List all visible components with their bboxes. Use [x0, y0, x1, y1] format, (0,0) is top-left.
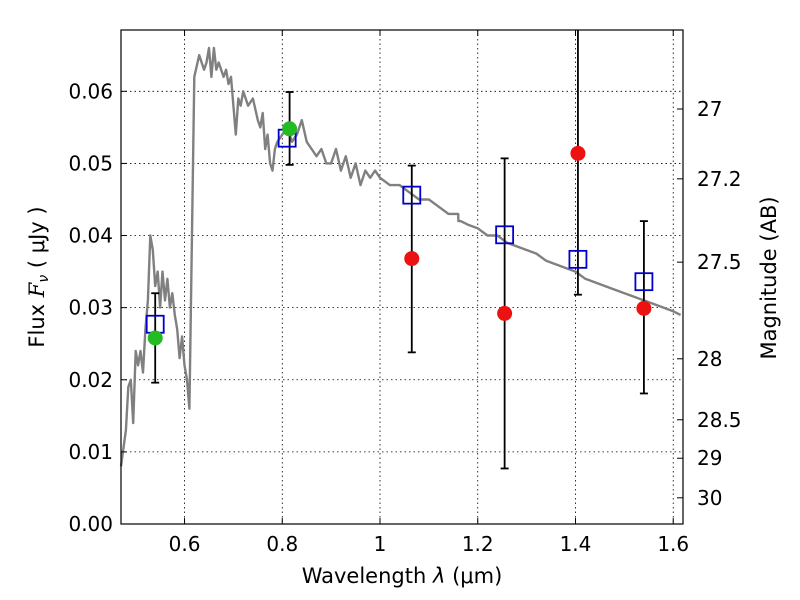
model-photometry-square — [402, 185, 422, 205]
x-axis-label: Wavelength λ (μm) — [302, 564, 503, 588]
y-tick-label: 0.06 — [68, 79, 113, 103]
y-tick-label: 0.00 — [68, 512, 113, 536]
model-photometry-square — [634, 272, 654, 292]
y2-tick-label: 29 — [697, 446, 722, 470]
non-detection-point — [497, 305, 513, 321]
x-tick-label: 1 — [374, 532, 387, 556]
non-detection-point — [570, 145, 586, 161]
y2-tick-label: 30 — [697, 486, 722, 510]
y2-tick-label: 27.5 — [697, 250, 742, 274]
detection-point — [282, 121, 298, 137]
spectrum-line — [119, 46, 682, 467]
x-tick-label: 0.8 — [266, 532, 298, 556]
y-tick-label: 0.04 — [68, 224, 113, 248]
y2-tick-label: 27.2 — [697, 167, 742, 191]
y2-tick-label: 28 — [697, 347, 722, 371]
detection-point — [147, 330, 163, 346]
y-tick-label: 0.03 — [68, 296, 113, 320]
x-tick-label: 0.6 — [169, 532, 201, 556]
axes: 0.6 0.8 1 1.2 1.4 1.6 0.00 0.01 0.02 0.03 0.04 0.05… — [68, 30, 742, 556]
y2-tick-label: 28.5 — [697, 408, 742, 432]
x-tick-label: 1.2 — [462, 532, 494, 556]
y-tick-label: 0.02 — [68, 368, 113, 392]
y-axis-label: Flux Fν ( μJy ) — [25, 206, 52, 347]
y2-tick-label: 27 — [697, 97, 722, 121]
y-tick-label: 0.05 — [68, 151, 113, 175]
non-detection-point — [404, 251, 420, 267]
plot-frame — [120, 29, 684, 525]
plot-area — [119, 30, 682, 470]
y2-axis-label: Magnitude (AB) — [757, 196, 781, 359]
x-tick-label: 1.4 — [560, 532, 592, 556]
model-photometry-square — [495, 225, 515, 245]
grid-lines — [121, 30, 683, 524]
y-tick-label: 0.01 — [68, 440, 113, 464]
x-tick-label: 1.6 — [657, 532, 689, 556]
model-photometry-square — [568, 249, 588, 269]
non-detection-point — [636, 300, 652, 316]
